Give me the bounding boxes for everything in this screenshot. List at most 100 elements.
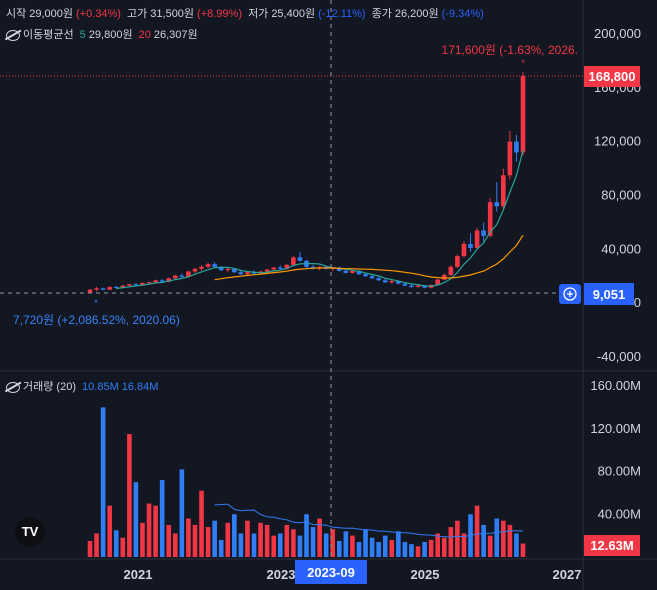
volume-bar [251,533,257,557]
candle-body [87,289,93,293]
ma-legend[interactable]: 이동평균선 5 29,800원 20 26,307원 [6,26,201,42]
ma-label: 이동평균선 [23,29,74,41]
candle-body [245,272,250,275]
volume-bar [323,533,329,557]
candle-body [225,268,231,271]
volume-bar [317,518,322,557]
price-axis-tick: 80,000 [601,188,641,203]
candle-body [120,285,126,288]
candle-body [218,266,224,271]
time-axis-tick: 2027 [553,567,582,582]
high-change: (+8.99%) [197,8,242,20]
volume-bar [140,522,145,557]
candle-body [501,175,506,207]
cursor-time-badge-text: 2023-09 [307,565,355,580]
candle-body [205,264,211,267]
candle-body [166,278,172,282]
price-axis-tick: 120,000 [594,134,641,149]
volume-bar [199,490,204,557]
volume-bar [166,524,172,557]
volume-bar [455,520,460,557]
volume-bar [363,529,368,557]
candle-body [474,230,480,248]
time-axis-tick: 2021 [124,567,153,582]
volume-bar [507,524,513,557]
volume-bar [186,518,191,557]
cursor-time-badge [295,560,367,584]
candle-body [396,280,401,284]
open-value: 29,000원 [29,8,74,20]
volume-bar [205,527,211,557]
candle-body [310,266,316,269]
volume-bar [87,540,93,557]
price-axis-tick: 200,000 [594,26,641,41]
candle-body [389,280,395,283]
volume-bar [192,524,198,557]
volume-bar [212,520,217,557]
candle-body [507,141,513,176]
volume-value-2: 16.84M [121,381,159,393]
volume-bar [402,542,408,557]
volume-bar [337,540,342,557]
volume-bar [172,533,178,557]
candle-body [113,287,119,289]
volume-axis[interactable]: 160.00M 120.00M 80.00M 40.00M [590,378,641,521]
candle-body [159,280,165,282]
time-axis[interactable]: 2021 2023 2025 2027 [124,567,582,582]
candle-body [192,268,198,272]
ma-value-1: 29,800원 [88,29,133,41]
volume-bar [120,537,126,557]
price-axis-tick: -40,000 [597,349,641,364]
ma20-line [214,234,524,281]
open-label: 시작 [6,8,27,20]
candle-body [350,270,355,273]
volume-bar [107,505,112,557]
candle-body [415,285,421,288]
moving-average-lines [116,150,524,290]
volume-last-badge-text: 12.63M [590,538,633,553]
candle-body [487,202,493,236]
volume-bar [448,527,454,557]
ma5-line [116,150,524,290]
close-value: 26,200원 [394,8,439,20]
candle-body [356,270,362,275]
volume-bar [264,524,270,557]
volume-bar [461,533,467,557]
price-axis-tick: 40,000 [601,241,641,256]
volume-axis-tick: 40.00M [598,506,641,521]
high-label: 고가 [127,8,148,20]
candle-body [212,264,217,267]
candle-body [100,288,106,290]
low-annotation: 7,720원 (+2,086.52%, 2020.06) [13,313,180,327]
candle-body [199,266,204,269]
tradingview-logo-icon[interactable]: TV [15,517,45,547]
visibility-toggle-icon[interactable] [6,29,20,41]
volume-label: 거래량 (20) [23,381,76,393]
candle-body [520,75,526,153]
volume-bar [494,518,500,557]
candle-body [343,270,349,273]
ohlc-legend: 시작 29,000원 (+0.34%) 고가 31,500원 (+8.99%) 저가 25… [6,5,487,21]
volume-axis-tick: 120.00M [590,421,641,436]
candle-body [264,269,270,272]
volume-bar [382,535,388,557]
volume-bar [343,531,349,557]
candle-body [94,288,99,290]
candle-body [409,285,414,288]
volume-bar [435,533,441,557]
candle-body [441,274,447,280]
open-change: (+0.34%) [76,8,121,20]
cursor-price-badge-text: 9,051 [593,287,626,302]
volume-bar [277,533,283,557]
candle-body [402,283,408,286]
candle-body [435,279,441,285]
volume-visibility-icon[interactable] [6,381,20,393]
volume-bar [159,480,165,557]
candle-body [284,264,290,269]
candle-body [461,243,467,257]
last-price-badge [584,66,640,87]
volume-legend[interactable]: 거래량 (20) 10.85M 16.84M [6,378,161,394]
volume-bar [487,535,493,557]
